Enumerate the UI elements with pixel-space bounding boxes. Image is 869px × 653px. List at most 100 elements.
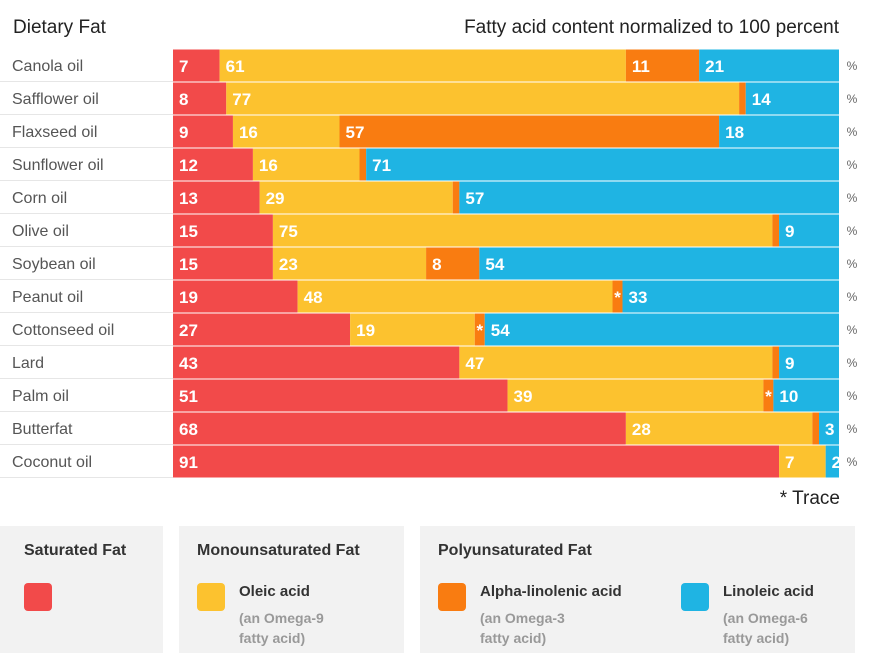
legend-mono-title: Monounsaturated Fat	[197, 542, 360, 559]
bar-segment	[173, 115, 233, 148]
data-label: 48	[304, 288, 323, 307]
bar-segment	[350, 313, 475, 346]
bar-segment	[226, 82, 740, 115]
bar-segment	[625, 49, 700, 82]
legend-ala-sub2: fatty acid)	[480, 630, 547, 646]
data-label: 68	[179, 420, 198, 439]
bar-segment	[173, 313, 351, 346]
bar-segment	[426, 247, 480, 280]
data-label: 57	[346, 123, 365, 142]
category-label: Sunflower oil	[12, 157, 104, 174]
data-label: 57	[465, 189, 484, 208]
bar-segment	[173, 280, 298, 313]
data-label: 39	[514, 387, 533, 406]
category-label: Cottonseed oil	[12, 322, 114, 339]
legend-saturated: Saturated Fat	[0, 526, 163, 653]
bar-segment	[772, 346, 780, 379]
bar-segment	[745, 82, 839, 115]
data-label: 11	[632, 57, 650, 76]
data-label: 15	[179, 255, 198, 274]
bar-segment	[173, 379, 508, 412]
legend-ala-desc: (an Omega-3 fatty acid)	[480, 608, 610, 648]
bar-segment	[297, 280, 613, 313]
bar-segment	[173, 181, 260, 214]
data-label: 8	[432, 255, 441, 274]
legend-ala-name: Alpha-linolenic acid	[480, 583, 622, 600]
bar-segment	[173, 445, 780, 478]
data-label: 14	[752, 90, 771, 109]
bar-segment	[232, 115, 340, 148]
legend-oleic-sub2: fatty acid)	[239, 630, 306, 646]
data-label: 16	[259, 156, 278, 175]
bar-segment	[173, 412, 626, 445]
data-label: 13	[179, 189, 198, 208]
bar-segment	[779, 346, 839, 379]
bar-segment	[459, 346, 773, 379]
percent-unit: %	[847, 389, 858, 403]
bar-segment	[272, 214, 773, 247]
data-label: *	[765, 387, 772, 406]
legend-saturated-title: Saturated Fat	[24, 542, 127, 559]
legend-oleic-sub1: (an Omega-9	[239, 610, 324, 626]
bar-segment	[219, 49, 626, 82]
bar-segment	[812, 412, 820, 445]
bar-segment	[772, 214, 780, 247]
legend-mono: Monounsaturated Fat Oleic acid (an Omega…	[179, 526, 404, 653]
bar-segment	[272, 247, 427, 280]
percent-unit: %	[847, 59, 858, 73]
y-axis-title: Dietary Fat	[13, 17, 106, 38]
data-label: 54	[491, 321, 510, 340]
data-label: 3	[825, 420, 834, 439]
category-label: Canola oil	[12, 58, 83, 75]
data-label: 71	[372, 156, 391, 175]
data-label: 54	[485, 255, 504, 274]
bar-segment	[173, 148, 253, 181]
bar-segment	[763, 379, 774, 412]
data-label: 47	[465, 354, 484, 373]
percent-unit: %	[847, 257, 858, 271]
data-label: 12	[179, 156, 198, 175]
legend-swatch-saturated	[24, 583, 52, 611]
bar-segment	[612, 280, 623, 313]
trace-footnote: * Trace	[779, 488, 840, 509]
legend-oleic-desc: (an Omega-9 fatty acid)	[239, 608, 369, 648]
bar-segment	[339, 115, 720, 148]
legend-la-name: Linoleic acid	[723, 583, 814, 600]
data-label: *	[476, 321, 483, 340]
bar-segment	[366, 148, 839, 181]
bar-segment	[474, 313, 485, 346]
bar-segment	[625, 412, 813, 445]
percent-unit: %	[847, 422, 858, 436]
bar-segment	[173, 346, 460, 379]
category-label: Palm oil	[12, 388, 69, 405]
category-label: Butterfat	[12, 421, 73, 438]
bar-segment	[359, 148, 367, 181]
legend-poly-title: Polyunsaturated Fat	[438, 542, 592, 559]
legend-poly: Polyunsaturated Fat Alpha-linolenic acid…	[420, 526, 855, 653]
data-label: 8	[179, 90, 188, 109]
bar-segment	[779, 214, 839, 247]
data-label: 2	[832, 453, 841, 472]
data-label: 27	[179, 321, 198, 340]
bar-segment	[252, 148, 360, 181]
data-label: 9	[785, 354, 794, 373]
bar-segment	[719, 115, 839, 148]
legend-ala-sub1: (an Omega-3	[480, 610, 565, 626]
data-label: 77	[232, 90, 251, 109]
legend-la-sub2: fatty acid)	[723, 630, 790, 646]
legend-la-sub1: (an Omega-6	[723, 610, 808, 626]
percent-unit: %	[847, 191, 858, 205]
data-label: 91	[179, 453, 198, 472]
bar-segment	[819, 412, 839, 445]
data-label: 33	[629, 288, 648, 307]
category-label: Olive oil	[12, 223, 69, 240]
bar-segment	[173, 82, 227, 115]
category-label: Peanut oil	[12, 289, 83, 306]
data-label: 23	[279, 255, 298, 274]
data-label: 51	[179, 387, 198, 406]
data-label: 15	[179, 222, 198, 241]
data-label: 16	[239, 123, 258, 142]
percent-unit: %	[847, 92, 858, 106]
data-label: 75	[279, 222, 298, 241]
percent-unit: %	[847, 455, 858, 469]
